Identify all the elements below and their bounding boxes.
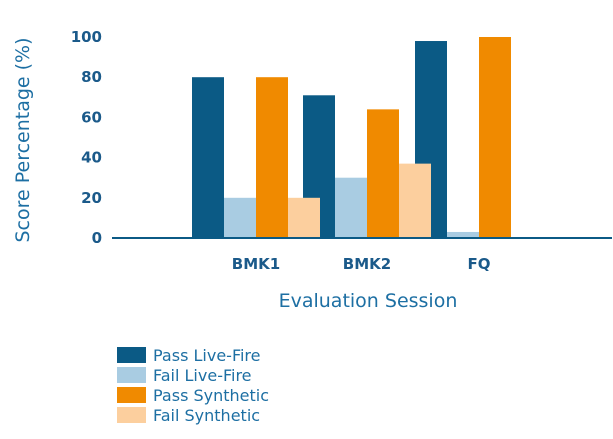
y-axis-title: Score Percentage (%) [12,37,34,242]
x-axis-ticks: BMK1 BMK2 FQ [232,255,491,273]
bar-bmk1-pass-live-fire [192,77,224,238]
legend-label: Pass Synthetic [153,385,270,405]
x-tick-label: FQ [468,255,491,273]
y-axis-ticks: 0 20 40 60 80 100 [71,28,102,247]
bar-bmk2-fail-synthetic [399,163,431,238]
bar-bmk1-fail-live-fire [224,197,256,238]
legend-swatch [117,347,146,363]
legend-label: Fail Live-Fire [153,365,252,385]
legend-label: Pass Live-Fire [153,345,261,365]
bar-bmk2-fail-live-fire [335,177,367,238]
bar-fq-pass-synthetic [479,37,511,238]
bars [192,37,511,238]
y-tick-label: 100 [71,28,102,46]
y-tick-label: 20 [81,189,102,207]
y-tick-label: 0 [92,229,102,247]
legend-item: Pass Synthetic [117,385,269,405]
legend-swatch [117,367,146,383]
legend-item: Pass Live-Fire [117,345,269,365]
x-tick-label: BMK2 [343,255,391,273]
bar-bmk2-pass-synthetic [367,109,399,238]
x-axis-title: Evaluation Session [279,290,458,312]
legend-item: Fail Synthetic [117,405,269,425]
legend-swatch [117,387,146,403]
bar-bmk1-fail-synthetic [288,197,320,238]
y-tick-label: 40 [81,149,102,167]
legend: Pass Live-Fire Fail Live-Fire Pass Synthet… [117,345,269,425]
bar-chart: 0 20 40 60 80 100 BMK1 BMK2 FQ Score Percentage… [12,28,612,312]
y-tick-label: 80 [81,68,102,86]
legend-item: Fail Live-Fire [117,365,269,385]
legend-swatch [117,407,146,423]
x-tick-label: BMK1 [232,255,280,273]
y-tick-label: 60 [81,108,102,126]
bar-bmk1-pass-synthetic [256,77,288,238]
legend-label: Fail Synthetic [153,405,261,425]
bar-fq-fail-live-fire [447,231,479,238]
